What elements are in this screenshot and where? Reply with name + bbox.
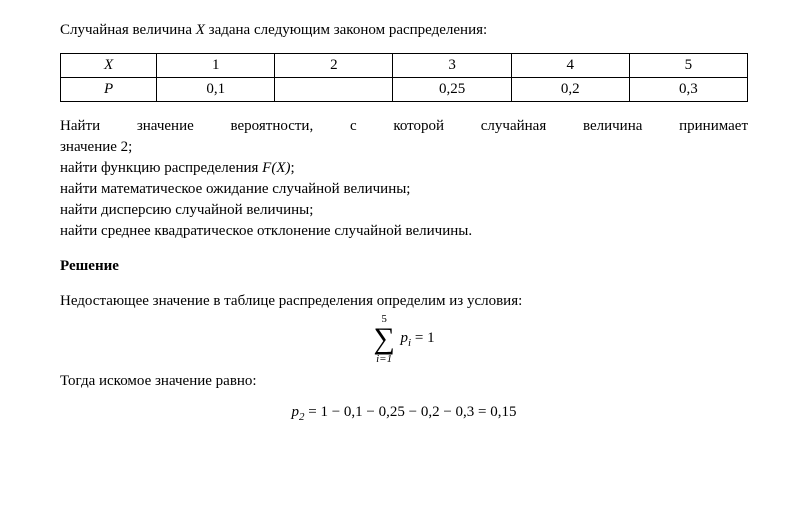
task-line: Найти значение вероятности, с которой сл… [60, 116, 748, 137]
result-formula: p2 = 1 − 0,1 − 0,25 − 0,2 − 0,3 = 0,15 [60, 402, 748, 425]
task-func: F(X) [262, 160, 290, 176]
sum-formula: 5 ∑ i=1 pi = 1 [60, 324, 748, 355]
sum-lower: i=1 [376, 352, 392, 367]
task-text: найти функцию распределения [60, 160, 262, 176]
table-row: P 0,1 0,25 0,2 0,3 [61, 78, 748, 102]
solution-heading: Решение [60, 256, 748, 277]
sum-body: pi = 1 [401, 328, 435, 351]
sum-upper: 5 [381, 312, 387, 327]
intro-variable: X [196, 22, 205, 38]
intro-before: Случайная величина [60, 22, 196, 38]
table-cell: 0,3 [629, 78, 747, 102]
task-text: ; [290, 160, 294, 176]
table-cell: 3 [393, 54, 511, 78]
intro-after: задана следующим законом распределения: [205, 22, 487, 38]
table-cell: 0,1 [157, 78, 275, 102]
table-cell: 0,2 [511, 78, 629, 102]
sum-var: p [401, 330, 409, 346]
table-cell: 4 [511, 54, 629, 78]
table-cell: 5 [629, 54, 747, 78]
task-line: найти функцию распределения F(X); [60, 158, 748, 179]
table-cell: 1 [157, 54, 275, 78]
explanation-paragraph: Недостающее значение в таблице распредел… [60, 291, 748, 312]
table-row: X 1 2 3 4 5 [61, 54, 748, 78]
formula-rest: = 1 − 0,1 − 0,25 − 0,2 − 0,3 = 0,15 [304, 404, 516, 420]
explanation-paragraph: Тогда искомое значение равно: [60, 371, 748, 392]
task-line: найти среднее квадратическое отклонение … [60, 221, 748, 242]
task-line: значение 2; [60, 137, 748, 158]
formula-lhs-var: p [291, 404, 299, 420]
row-label-x: X [61, 54, 157, 78]
table-cell: 0,25 [393, 78, 511, 102]
intro-paragraph: Случайная величина X задана следующим за… [60, 20, 748, 41]
sum-eq: = 1 [411, 330, 434, 346]
task-line: найти дисперсию случайной величины; [60, 200, 748, 221]
sigma-symbol: 5 ∑ i=1 [373, 324, 394, 355]
task-line: найти математическое ожидание случайной … [60, 179, 748, 200]
table-cell [275, 78, 393, 102]
table-cell: 2 [275, 54, 393, 78]
task-block: Найти значение вероятности, с которой сл… [60, 116, 748, 242]
distribution-table: X 1 2 3 4 5 P 0,1 0,25 0,2 0,3 [60, 53, 748, 102]
row-label-p: P [61, 78, 157, 102]
